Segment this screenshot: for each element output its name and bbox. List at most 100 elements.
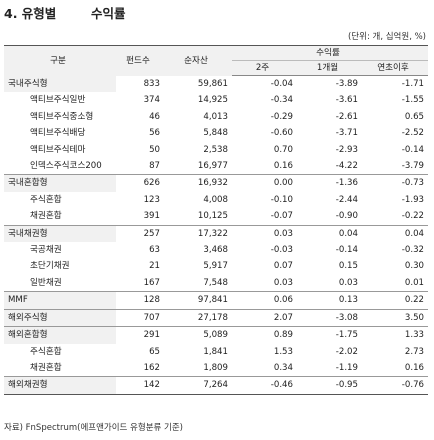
- row-return-ytd: -0.14: [401, 144, 425, 155]
- row-type-label: 액티브주식중소형: [30, 111, 94, 122]
- row-fund-count: 707: [116, 308, 164, 327]
- row-type-label: 국공채권: [30, 245, 62, 256]
- row-return-1m: 0.04: [297, 224, 362, 243]
- table-row: 국공채권 63 3,468 -0.03 -0.14 -0.32: [4, 242, 428, 258]
- row-net-assets: 97,841: [164, 291, 232, 310]
- table-row: 인덱스주식코스200 87 16,977 0.16 -4.22 -3.79: [4, 158, 428, 175]
- row-return-2w: 0.06: [232, 291, 297, 310]
- row-return-2w: 0.00: [232, 174, 297, 192]
- row-return-2w: 0.03: [273, 277, 293, 288]
- row-return-1m: 0.03: [338, 277, 358, 288]
- section-number-title: 4. 유형별: [4, 6, 57, 21]
- row-fund-count: 50: [149, 144, 160, 155]
- row-net-assets: 14,925: [197, 95, 228, 106]
- header-returns-group: 수익률: [232, 45, 429, 61]
- row-return-1m: -2.44: [335, 194, 358, 205]
- source-note: 자료) FnSpectrum(에프앤가이드 유형분류 기준): [4, 423, 184, 433]
- row-type-label: MMF: [4, 291, 116, 310]
- table-row: 주식혼합 65 1,841 1.53 -2.02 2.73: [4, 344, 428, 360]
- row-return-1m: -0.90: [335, 211, 358, 222]
- header-return-1m: 1개월: [297, 60, 362, 76]
- row-return-1m: -4.22: [335, 161, 358, 172]
- row-type-label: 채권혼합: [30, 362, 62, 373]
- row-return-ytd: 0.22: [362, 291, 429, 310]
- row-type-label: 국내혼합형: [4, 174, 116, 192]
- fund-returns-table: 구분 펀드수 순자산 수익률 2주 1개월 연초이후 국내주식형 833 59,86…: [4, 45, 429, 395]
- row-return-2w: 0.07: [273, 261, 293, 272]
- row-return-ytd: -1.71: [401, 79, 425, 89]
- table-row: 초단기채권 21 5,917 0.07 0.15 0.30: [4, 258, 428, 274]
- row-net-assets: 1,809: [203, 362, 228, 373]
- row-net-assets: 2,538: [203, 144, 228, 155]
- header-return-ytd: 연초이후: [362, 60, 429, 76]
- row-return-2w: -0.29: [270, 111, 293, 122]
- table-row: 해외혼합형 291 5,089 0.89 -1.75 1.33: [4, 326, 429, 344]
- row-fund-count: 142: [116, 376, 164, 395]
- row-fund-count: 63: [149, 245, 160, 256]
- row-return-1m: -3.89: [335, 79, 358, 89]
- row-return-ytd: -0.76: [362, 376, 429, 395]
- row-fund-count: 833: [143, 78, 160, 89]
- row-return-2w: -0.46: [232, 376, 297, 395]
- table-row: 액티브주식중소형 46 4,013 -0.29 -2.61 0.65: [4, 109, 428, 125]
- row-net-assets: 1,841: [203, 346, 228, 357]
- row-fund-count: 391: [143, 211, 160, 222]
- row-type-label: 액티브주식일반: [30, 95, 86, 106]
- row-return-2w: -0.04: [270, 79, 293, 89]
- row-return-1m: -3.08: [297, 308, 362, 327]
- table-row: 해외채권형 142 7,264 -0.46 -0.95 -0.76: [4, 376, 429, 395]
- table-row: MMF 128 97,841 0.06 0.13 0.22: [4, 291, 429, 310]
- row-fund-count: 626: [116, 174, 164, 192]
- table-row: 국내채권형 257 17,322 0.03 0.04 0.04: [4, 224, 429, 243]
- table-row: 액티브주식일반 374 14,925 -0.34 -3.61 -1.55: [4, 92, 428, 108]
- section-subtitle: 수익률: [91, 6, 126, 21]
- row-return-ytd: 2.73: [404, 346, 425, 357]
- row-type-label: 주식혼합: [30, 194, 62, 205]
- row-return-2w: 0.34: [273, 362, 293, 373]
- row-return-ytd: -0.32: [401, 245, 425, 256]
- row-return-ytd: 0.04: [362, 224, 429, 243]
- row-net-assets: 4,008: [203, 194, 228, 205]
- row-type-label: 해외채권형: [4, 376, 116, 395]
- table-body: 국내주식형 833 59,861 -0.04 -3.89 -1.71 액티브주식일반 374 1…: [4, 75, 429, 395]
- table-row: 채권혼합 162 1,809 0.34 -1.19 0.16: [4, 360, 428, 377]
- row-return-ytd: -3.79: [401, 161, 425, 172]
- row-return-2w: 0.03: [232, 224, 297, 243]
- table-row: 주식혼합 123 4,008 -0.10 -2.44 -1.93: [4, 192, 428, 208]
- row-type-label: 액티브주식배당: [30, 128, 86, 139]
- row-return-1m: -1.36: [297, 174, 362, 192]
- row-net-assets: 7,264: [164, 376, 232, 395]
- row-return-ytd: 3.50: [362, 308, 429, 327]
- row-type-label: 일반채권: [30, 277, 62, 288]
- header-fund-count: 펀드수: [116, 45, 164, 76]
- row-return-ytd: -1.55: [401, 95, 425, 106]
- row-type-label: 액티브주식테마: [30, 144, 86, 155]
- row-return-1m: -2.93: [335, 144, 358, 155]
- table-row: 국내혼합형 626 16,932 0.00 -1.36 -0.73: [4, 174, 429, 192]
- row-fund-count: 21: [149, 261, 160, 272]
- row-type-label: 국내주식형: [4, 75, 116, 93]
- row-net-assets: 5,917: [203, 261, 228, 272]
- row-return-1m: -3.71: [335, 128, 358, 139]
- row-return-ytd: -0.22: [401, 211, 425, 222]
- table-row: 액티브주식배당 56 5,848 -0.60 -3.71 -2.52: [4, 125, 428, 141]
- row-return-ytd: -2.52: [401, 128, 425, 139]
- row-net-assets: 3,468: [203, 245, 228, 256]
- row-return-ytd: 0.16: [404, 362, 425, 373]
- row-type-label: 채권혼합: [30, 211, 62, 222]
- header-return-2w: 2주: [232, 60, 297, 76]
- table-row: 해외주식형 707 27,178 2.07 -3.08 3.50: [4, 308, 429, 327]
- row-net-assets: 10,125: [197, 211, 228, 222]
- row-net-assets: 5,848: [203, 128, 228, 139]
- section-title: 4. 유형별 수익률: [4, 3, 126, 22]
- row-fund-count: 257: [116, 224, 164, 243]
- row-fund-count: 128: [116, 291, 164, 310]
- row-type-label: 인덱스주식코스200: [30, 161, 102, 172]
- row-net-assets: 16,932: [164, 174, 232, 192]
- row-return-ytd: 1.33: [362, 326, 429, 344]
- row-return-2w: -0.60: [270, 128, 293, 139]
- row-return-2w: -0.07: [270, 211, 293, 222]
- row-fund-count: 291: [116, 326, 164, 344]
- row-return-1m: -0.95: [297, 376, 362, 395]
- unit-note: (단위: 개, 십억원, %): [347, 32, 426, 42]
